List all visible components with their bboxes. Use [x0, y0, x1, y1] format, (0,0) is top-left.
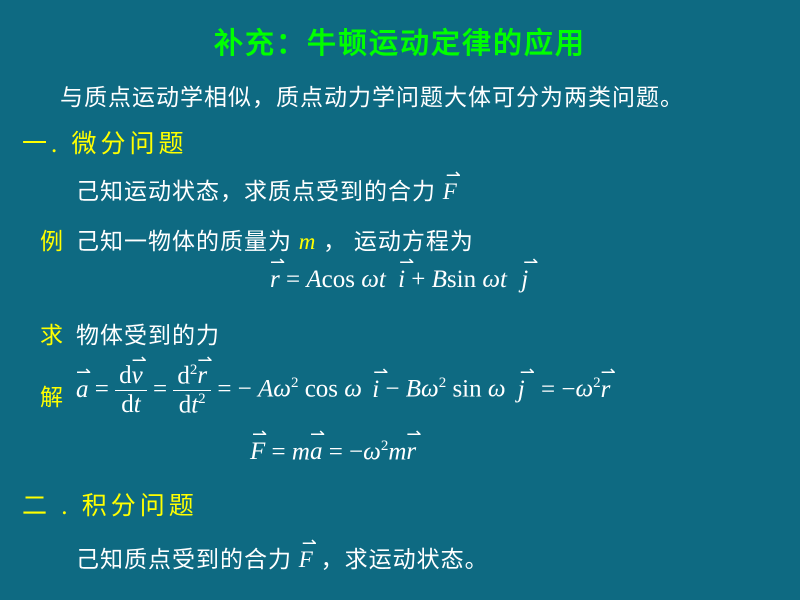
op-neg: = −: [322, 438, 363, 465]
fn-sin: sin: [447, 266, 482, 293]
solution-label: 解: [40, 378, 63, 412]
example-text: 己知一物体的质量为 m ， 运动方程为: [76, 222, 474, 256]
vec-arrow: ⇀: [520, 362, 535, 383]
vec-arrow: ⇀: [252, 424, 267, 445]
symbol-m: m: [299, 229, 317, 254]
sym-B: B: [406, 376, 421, 403]
text-part: 己知运动状态，求质点受到的合力: [76, 179, 443, 204]
sym-omega: ω: [575, 376, 593, 403]
equation-F: ⇀F = m⇀a = −ω2m⇀r: [250, 438, 416, 466]
sym-d: d: [179, 392, 192, 419]
vec-arrow: ⇀: [399, 252, 414, 273]
op-last: = −: [541, 376, 575, 403]
sym-d: d: [177, 362, 190, 389]
op-eq: =: [265, 438, 292, 465]
sym-B: B: [432, 266, 447, 293]
vec-arrow: ⇀: [446, 165, 462, 186]
vec-arrow: ⇀: [302, 533, 318, 554]
intro-text: 与质点运动学相似，质点动力学问题大体可分为两类问题。: [60, 78, 684, 112]
fn-cos: cos: [322, 266, 362, 293]
vec-arrow: ⇀: [523, 252, 538, 273]
exp-2: 2: [593, 375, 601, 391]
text-part: 己知质点受到的合力: [76, 547, 299, 572]
integral-description: 己知质点受到的合力 ⇀F ，求运动状态。: [76, 540, 489, 574]
sym-A: A: [306, 266, 321, 293]
find-text: 物体受到的力: [76, 316, 220, 350]
vec-arrow: ⇀: [132, 350, 147, 371]
fn-sin: sin: [452, 376, 487, 403]
section-2-heading: 二 . 积分问题: [22, 486, 198, 522]
op-eq: =: [89, 376, 116, 403]
slide-title: 补充：牛顿运动定律的应用: [0, 0, 800, 62]
find-label: 求: [40, 316, 63, 350]
sym-t: t: [500, 266, 507, 293]
vec-arrow: ⇀: [310, 424, 325, 445]
text-part: ， 运动方程为: [316, 229, 474, 254]
op-neg: = −: [211, 376, 258, 403]
fn-cos: cos: [305, 376, 345, 403]
exp-2: 2: [439, 375, 447, 391]
sym-omega: ω: [361, 266, 379, 293]
sym-A: A: [258, 376, 273, 403]
exp-2: 2: [291, 375, 299, 391]
sym-d: d: [119, 362, 132, 389]
vec-arrow: ⇀: [406, 424, 421, 445]
sym-m: m: [388, 438, 406, 465]
op-eq: =: [147, 376, 174, 403]
fraction-d2rdt2: d2⇀rdt2: [173, 362, 211, 420]
vec-arrow: ⇀: [373, 362, 388, 383]
sym-omega: ω: [482, 266, 500, 293]
vec-arrow: ⇀: [197, 350, 212, 371]
equation-a: ⇀a = d⇀vdt = d2⇀rdt2 = − Aω2 cos ω ⇀i − …: [76, 362, 610, 420]
text-part: 己知一物体的质量为: [76, 229, 299, 254]
sym-omega: ω: [344, 376, 362, 403]
differential-description: 己知运动状态，求质点受到的合力 ⇀F: [76, 172, 458, 206]
sym-omega: ω: [488, 376, 506, 403]
vec-arrow: ⇀: [76, 362, 91, 383]
sym-omega: ω: [421, 376, 439, 403]
text-part: ，求运动状态。: [314, 547, 489, 572]
sym-m: m: [292, 438, 310, 465]
vec-arrow: ⇀: [270, 252, 285, 273]
sym-t: t: [134, 391, 141, 418]
exp-2: 2: [198, 391, 206, 407]
sym-t: t: [379, 266, 386, 293]
vec-arrow: ⇀: [601, 362, 616, 383]
section-1-heading: 一. 微分问题: [22, 124, 188, 160]
sym-omega: ω: [363, 438, 381, 465]
sym-d: d: [121, 391, 134, 418]
fraction-dvdt: d⇀vdt: [115, 362, 147, 419]
sym-omega: ω: [273, 376, 291, 403]
example-label: 例: [40, 222, 63, 256]
equation-r: ⇀r = Acos ωt ⇀i + Bsin ωt ⇀j: [270, 266, 528, 294]
